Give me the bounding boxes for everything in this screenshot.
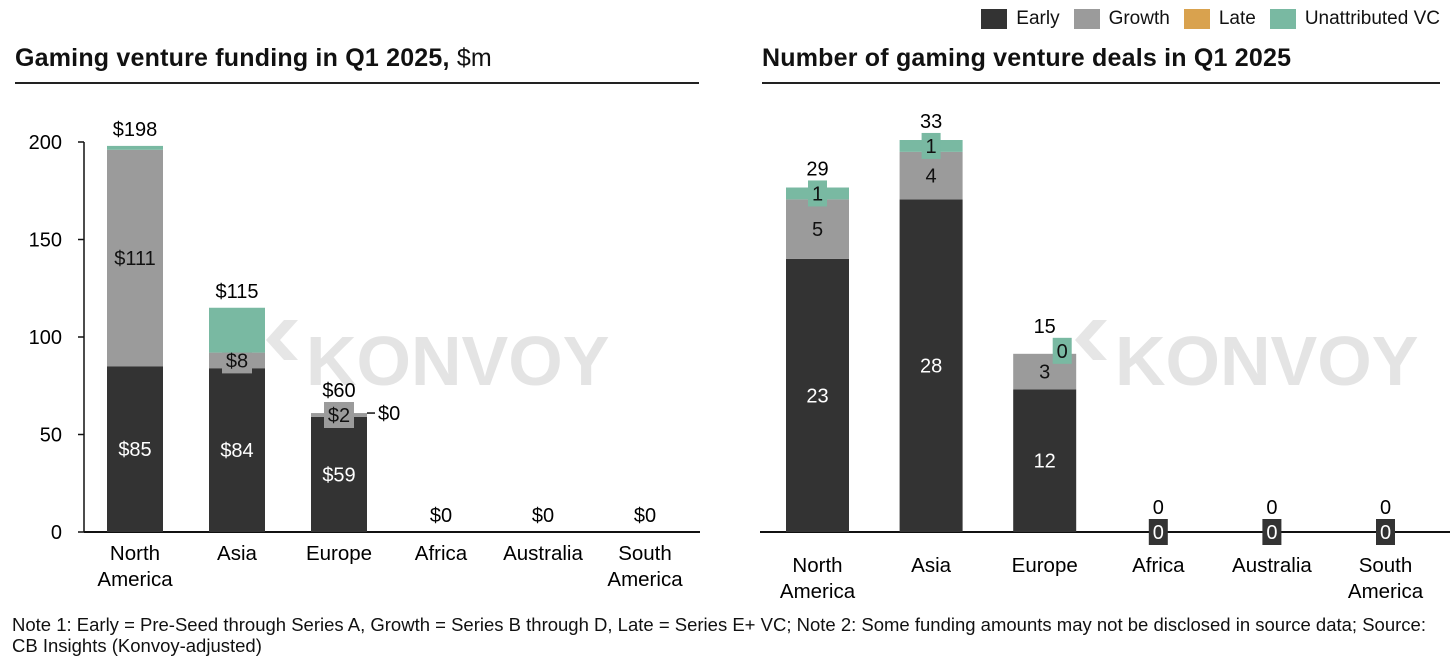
data-label: 1 <box>926 136 937 158</box>
bar-segment-unattributed-vc <box>209 307 265 353</box>
data-label-box <box>1148 519 1168 545</box>
data-label-box <box>921 132 941 159</box>
bar-segment-growth <box>786 199 849 259</box>
bar-segment-unattributed-vc <box>107 145 163 150</box>
watermark-logo-icon <box>266 320 298 360</box>
category-label: Asia <box>217 542 257 565</box>
title-divider <box>762 82 1440 84</box>
watermark-text: KONVOY <box>1115 322 1418 400</box>
bar-segment-growth <box>899 151 963 200</box>
total-label: $60 <box>322 380 355 402</box>
data-label: $84 <box>220 440 253 462</box>
title-unit: $m <box>456 44 492 72</box>
category-label: Africa <box>415 542 468 565</box>
category-label: Asia <box>911 554 951 577</box>
watermark-text: KONVOY <box>306 322 609 400</box>
category-label: North <box>110 542 160 565</box>
data-label: 4 <box>926 166 937 188</box>
data-label: 0 <box>1153 522 1164 544</box>
legend-label: Late <box>1218 8 1256 29</box>
y-tick-label: 0 <box>51 522 62 544</box>
funding-chart-title: Gaming venture funding in Q1 2025, $m <box>15 44 492 73</box>
legend-swatch <box>1073 9 1100 29</box>
data-label: 23 <box>806 385 828 407</box>
data-label: 0 <box>1266 522 1277 544</box>
bar-segment-early <box>311 416 367 532</box>
footnote: Note 1: Early = Pre-Seed through Series … <box>12 614 1426 656</box>
bar-segment-early <box>1013 389 1077 532</box>
bar-segment-growth <box>107 149 163 367</box>
bar-segment-early <box>899 199 963 533</box>
legend-swatch <box>981 9 1008 29</box>
data-label-box <box>1052 337 1072 364</box>
data-label: 0 <box>1057 341 1068 363</box>
legend-item-early: Early <box>981 8 1060 30</box>
data-label-box <box>1262 519 1282 545</box>
y-tick-label: 200 <box>29 132 62 154</box>
legend: Early Growth Late Unattributed VC <box>981 8 1440 30</box>
deals-chart-title: Number of gaming venture deals in Q1 202… <box>762 44 1291 73</box>
total-label: 15 <box>1034 316 1056 338</box>
total-label: 0 <box>1153 497 1164 519</box>
title-main: Gaming venture funding in Q1 2025, <box>15 44 450 72</box>
data-label: 0 <box>1380 522 1391 544</box>
category-label: America <box>97 568 173 591</box>
category-label: Europe <box>306 542 372 565</box>
data-label-box <box>324 402 354 428</box>
legend-item-unattributed: Unattributed VC <box>1269 8 1440 30</box>
data-label-box <box>1376 519 1395 545</box>
data-label: 12 <box>1034 451 1056 473</box>
total-label: $115 <box>215 281 258 303</box>
bar-segment-early <box>786 258 849 532</box>
data-label: $0 <box>378 403 400 425</box>
bar-segment-early <box>107 366 163 532</box>
legend-swatch <box>1269 9 1296 29</box>
data-label: $8 <box>226 350 248 372</box>
total-label: 29 <box>806 158 828 180</box>
y-tick-label: 100 <box>29 327 62 349</box>
legend-label: Growth <box>1108 8 1170 29</box>
data-label: 1 <box>812 183 823 205</box>
category-label: America <box>607 568 683 591</box>
data-label: 3 <box>1039 362 1050 384</box>
legend-item-late: Late <box>1183 8 1256 30</box>
category-label: Europe <box>1012 554 1078 577</box>
category-label: America <box>780 580 856 603</box>
category-label: Australia <box>503 542 583 565</box>
data-label: $59 <box>322 464 355 486</box>
title-divider <box>15 82 699 84</box>
category-label: Africa <box>1132 554 1185 577</box>
y-tick-label: 150 <box>29 230 62 252</box>
data-label: $111 <box>114 248 156 270</box>
category-label: America <box>1348 580 1424 603</box>
category-label: North <box>792 554 842 577</box>
total-label: 0 <box>1266 497 1277 519</box>
y-tick-label: 50 <box>40 425 62 447</box>
data-label: 28 <box>920 356 942 378</box>
watermark-logo-icon <box>1075 320 1107 360</box>
legend-item-growth: Growth <box>1073 8 1170 30</box>
title-main: Number of gaming venture deals in Q1 202… <box>762 44 1292 72</box>
data-label: $85 <box>118 439 151 461</box>
total-label: $0 <box>430 505 452 527</box>
data-label: 5 <box>812 219 823 241</box>
total-label: 33 <box>920 111 942 133</box>
category-label: South <box>618 542 672 565</box>
legend-label: Unattributed VC <box>1304 8 1440 29</box>
category-label: Australia <box>1232 554 1312 577</box>
legend-swatch <box>1183 9 1210 29</box>
total-label: $0 <box>532 505 554 527</box>
data-label-box <box>808 180 827 207</box>
category-label: South <box>1359 554 1413 577</box>
total-label: 0 <box>1380 497 1391 519</box>
data-label: $2 <box>328 405 350 427</box>
total-label: $198 <box>113 119 158 141</box>
total-label: $0 <box>634 505 656 527</box>
bar-segment-early <box>209 368 265 532</box>
legend-label: Early <box>1016 8 1060 29</box>
